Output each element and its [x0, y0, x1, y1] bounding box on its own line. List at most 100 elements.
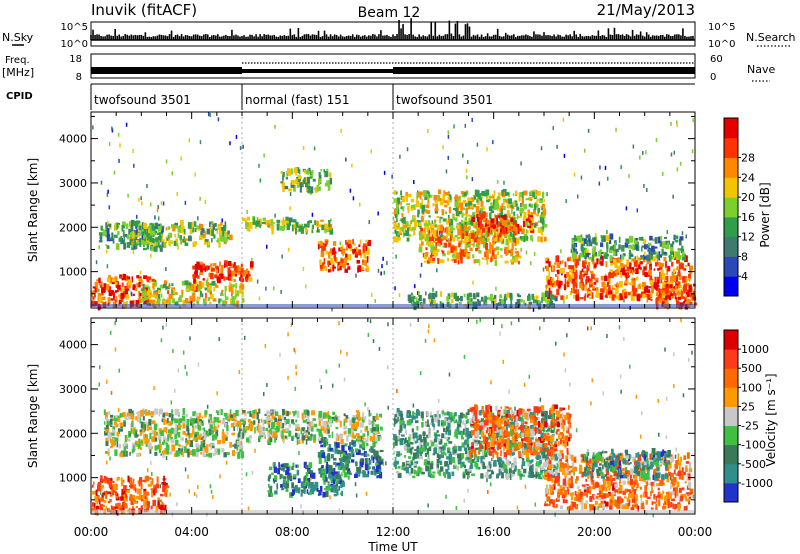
echo-cell [511, 243, 514, 251]
echo-cell [593, 263, 597, 268]
echo-cell [130, 499, 134, 505]
echo-cell [204, 230, 207, 235]
echo-cell [221, 419, 226, 425]
echo-cell [267, 490, 272, 494]
echo-cell [299, 182, 303, 188]
echo-cell [461, 219, 463, 224]
echo-cell [365, 265, 369, 269]
echo-cell [205, 430, 208, 435]
echo-cell [109, 491, 113, 497]
echo-cell [611, 245, 614, 250]
echo-cell [193, 221, 197, 227]
echo-cell [346, 262, 349, 266]
echo-cell [221, 448, 225, 453]
echo-cell [121, 505, 125, 511]
echo-cell [295, 464, 299, 468]
echo-cell [518, 215, 522, 218]
echo-cell [132, 430, 136, 434]
echo-cell [518, 196, 521, 202]
echo-cell [96, 499, 99, 505]
echo-cell [151, 471, 153, 476]
echo-cell [157, 241, 160, 248]
echo-cell [648, 289, 651, 294]
echo-cell [670, 121, 672, 126]
echo-cell [162, 298, 165, 302]
echo-cell [542, 222, 545, 230]
echo-cell [689, 302, 693, 306]
echo-cell [178, 297, 182, 303]
echo-cell [196, 275, 200, 279]
echo-cell [621, 245, 625, 252]
echo-cell [319, 485, 323, 492]
echo-cell [307, 220, 310, 228]
echo-cell [188, 489, 190, 494]
echo-cell [645, 285, 649, 293]
echo-cell [303, 411, 305, 419]
echo-cell [416, 300, 420, 305]
echo-cell [449, 235, 452, 242]
echo-cell [432, 231, 437, 238]
echo-cell [254, 409, 257, 414]
echo-cell [657, 268, 660, 271]
echo-cell [418, 247, 423, 253]
echo-cell [153, 386, 155, 391]
echo-cell [109, 446, 113, 449]
echo-cell [467, 243, 471, 247]
echo-cell [114, 449, 118, 456]
echo-cell [210, 445, 215, 449]
echo-cell [322, 420, 326, 428]
echo-cell [141, 235, 144, 240]
echo-cell [133, 163, 135, 168]
echo-cell [158, 244, 163, 249]
echo-cell [685, 291, 690, 298]
echo-cell [207, 296, 211, 302]
echo-cell [347, 266, 351, 270]
echo-cell [615, 127, 617, 132]
echo-cell [173, 240, 177, 246]
echo-cell [108, 481, 113, 488]
echo-cell [276, 219, 281, 223]
echo-cell [181, 413, 186, 417]
echo-cell [347, 239, 352, 246]
echo-cell [464, 217, 467, 223]
echo-cell [168, 232, 173, 238]
echo-cell [91, 291, 96, 295]
echo-cell [584, 257, 587, 262]
echo-cell [295, 229, 299, 233]
echo-cell [158, 225, 162, 231]
echo-cell [125, 488, 127, 496]
echo-cell [267, 419, 271, 423]
echo-cell [506, 292, 510, 298]
y-tick-label: 4000 [59, 133, 87, 146]
echo-cell [437, 189, 441, 195]
echo-cell [182, 430, 186, 435]
colorbar-tick-label: 20 [741, 191, 755, 204]
echo-cell [358, 417, 362, 421]
echo-cell [105, 249, 108, 254]
echo-cell [483, 241, 486, 249]
echo-cell [165, 419, 168, 425]
echo-cell [463, 213, 467, 216]
echo-cell [95, 260, 98, 265]
echo-cell [473, 259, 477, 264]
echo-cell [129, 239, 134, 242]
echo-cell [659, 254, 663, 258]
echo-cell [530, 261, 532, 266]
echo-cell [152, 223, 156, 229]
echo-cell [276, 223, 280, 231]
echo-cell [152, 230, 157, 234]
echo-cell [369, 420, 374, 425]
echo-cell [475, 259, 480, 264]
echo-cell [665, 283, 669, 289]
nave-tick-bottom: 0 [710, 72, 716, 83]
echo-cell [475, 205, 480, 213]
echo-cell [339, 476, 342, 484]
echo-cell [573, 266, 576, 272]
echo-cell [493, 237, 498, 242]
echo-cell [461, 233, 464, 239]
echo-cell [328, 434, 331, 438]
echo-cell [619, 293, 624, 301]
echo-cell [557, 286, 561, 289]
echo-cell [93, 294, 96, 298]
echo-cell [155, 237, 159, 241]
